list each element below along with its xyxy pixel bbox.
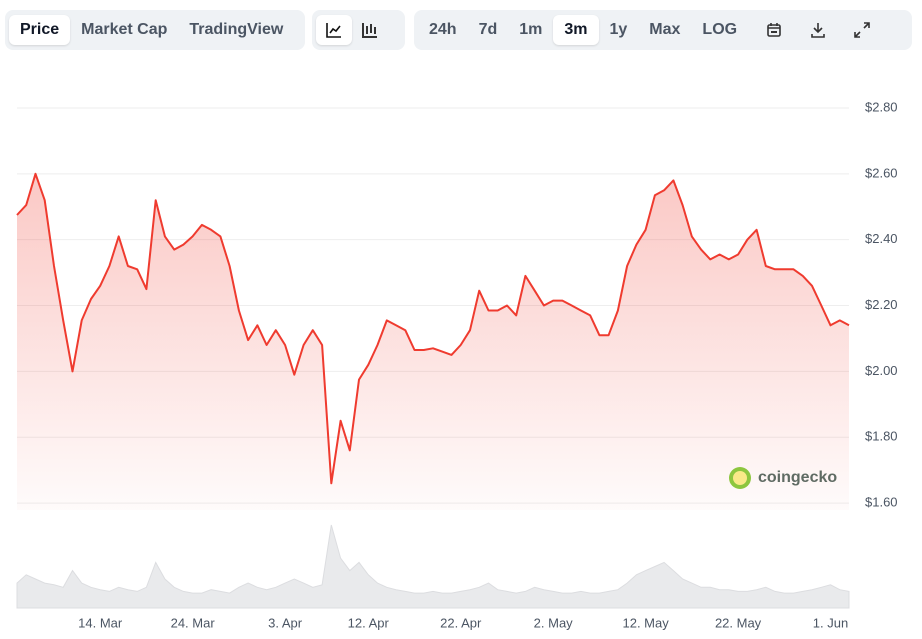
y-tick-label: $2.60 <box>865 165 898 180</box>
x-tick-label: 22. May <box>715 615 762 630</box>
toolbar-icon[interactable] <box>800 15 836 45</box>
volume-area <box>16 524 850 609</box>
y-tick-label: $2.20 <box>865 297 898 312</box>
range-button[interactable]: 1m <box>519 21 543 38</box>
range-button[interactable]: 24h <box>429 21 457 38</box>
watermark-text: coingecko <box>758 469 837 486</box>
range-button[interactable]: LOG <box>702 21 738 38</box>
range-button[interactable]: 1y <box>609 21 628 38</box>
y-tick-label: $2.00 <box>865 363 898 378</box>
y-tick-label: $2.80 <box>865 99 898 114</box>
range-button[interactable]: 3m <box>553 15 599 45</box>
x-tick-label: 12. Apr <box>348 615 390 630</box>
range-button[interactable]: Max <box>649 21 681 38</box>
chart-style-group <box>312 10 405 50</box>
range-button[interactable]: 7d <box>478 21 498 38</box>
price-area <box>17 173 849 511</box>
tab-button[interactable]: TradingView <box>189 21 284 38</box>
x-tick-label: 22. Apr <box>440 615 482 630</box>
x-tick-label: 24. Mar <box>171 615 216 630</box>
toolbar-icon[interactable] <box>844 15 880 45</box>
range-group: 24h 7d 1m 3m 1y Max LOG <box>414 10 912 50</box>
tab-button[interactable]: Market Cap <box>81 21 168 38</box>
x-tick-label: 14. Mar <box>78 615 123 630</box>
line-icon[interactable] <box>316 15 352 45</box>
candle-icon[interactable] <box>352 15 388 45</box>
watermark: coingecko <box>729 467 837 489</box>
x-tick-label: 1. Jun <box>813 615 848 630</box>
x-tick-label: 12. May <box>622 615 669 630</box>
price-line <box>16 172 850 485</box>
y-tick-label: $1.80 <box>865 429 898 444</box>
toolbar-icon[interactable] <box>756 15 792 45</box>
tab-group: Price Market Cap TradingView <box>5 10 305 50</box>
y-tick-label: $1.60 <box>865 495 898 510</box>
x-tick-label: 2. May <box>534 615 574 630</box>
tab-button[interactable]: Price <box>9 15 71 45</box>
y-tick-label: $2.40 <box>865 231 898 246</box>
x-tick-label: 3. Apr <box>268 615 303 630</box>
